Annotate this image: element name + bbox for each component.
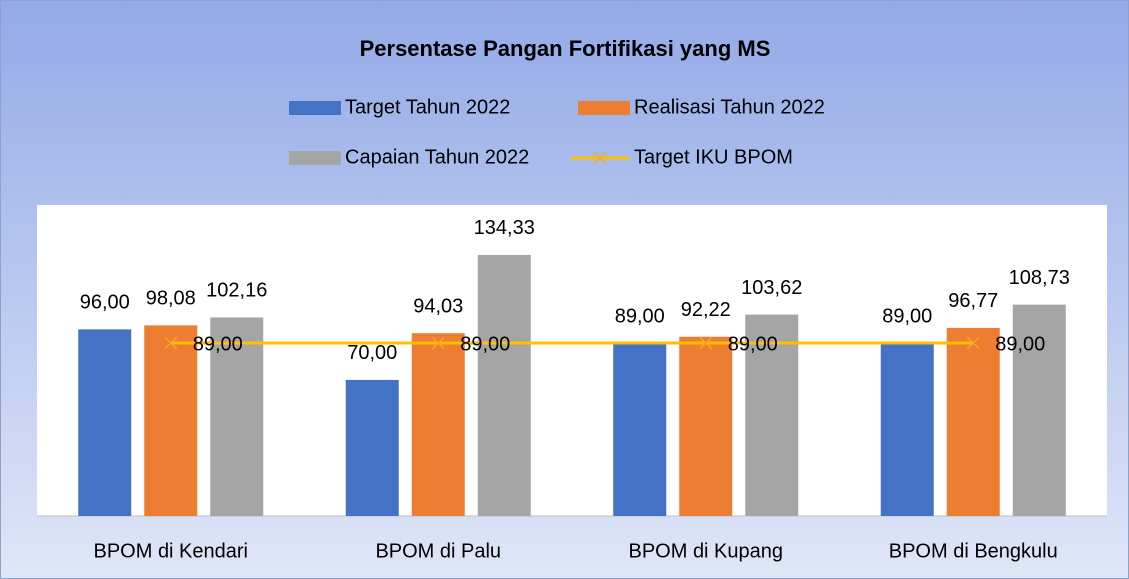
bar bbox=[477, 254, 531, 516]
data-label: 89,00 bbox=[882, 305, 932, 327]
legend-label: Capaian Tahun 2022 bbox=[345, 146, 529, 168]
bar bbox=[210, 317, 264, 516]
bar bbox=[679, 336, 733, 516]
chart-title: Persentase Pangan Fortifikasi yang MS bbox=[360, 36, 771, 61]
line-marker bbox=[164, 336, 178, 350]
data-label: 96,00 bbox=[80, 292, 130, 314]
legend-label: Realisasi Tahun 2022 bbox=[634, 96, 825, 118]
legend-label: Target Tahun 2022 bbox=[345, 96, 510, 118]
line-marker bbox=[966, 336, 980, 350]
x-tick-label: BPOM di Kupang bbox=[628, 540, 783, 562]
data-label: 134,33 bbox=[474, 217, 535, 239]
data-label: 89,00 bbox=[615, 305, 665, 327]
data-label: 89,00 bbox=[460, 333, 510, 355]
bar bbox=[613, 343, 667, 516]
x-tick-label: BPOM di Palu bbox=[375, 540, 501, 562]
data-label: 89,00 bbox=[193, 333, 243, 355]
x-tick-label: BPOM di Kendari bbox=[93, 540, 248, 562]
legend-swatch bbox=[289, 101, 341, 115]
bar bbox=[880, 343, 934, 516]
bar bbox=[411, 333, 465, 516]
plot-area bbox=[37, 205, 1107, 516]
data-label: 89,00 bbox=[728, 333, 778, 355]
data-label: 96,77 bbox=[948, 290, 998, 312]
legend-label: Target IKU BPOM bbox=[634, 146, 793, 168]
bar bbox=[745, 314, 799, 516]
data-label: 103,62 bbox=[741, 277, 802, 299]
bar bbox=[144, 325, 198, 516]
x-tick-label: BPOM di Bengkulu bbox=[889, 540, 1058, 562]
data-label: 102,16 bbox=[206, 280, 267, 302]
legend-swatch bbox=[289, 151, 341, 165]
legend-swatch bbox=[578, 101, 630, 115]
data-label: 108,73 bbox=[1009, 267, 1070, 289]
data-label: 89,00 bbox=[995, 333, 1045, 355]
data-label: 98,08 bbox=[146, 288, 196, 310]
bar bbox=[78, 329, 132, 516]
bar bbox=[1012, 304, 1066, 516]
data-label: 70,00 bbox=[347, 342, 397, 364]
line-marker bbox=[431, 336, 445, 350]
data-label: 94,03 bbox=[413, 296, 463, 318]
bar bbox=[946, 327, 1000, 516]
bar bbox=[345, 379, 399, 516]
legend-marker bbox=[593, 151, 607, 165]
data-label: 92,22 bbox=[681, 299, 731, 321]
line-marker bbox=[699, 336, 713, 350]
